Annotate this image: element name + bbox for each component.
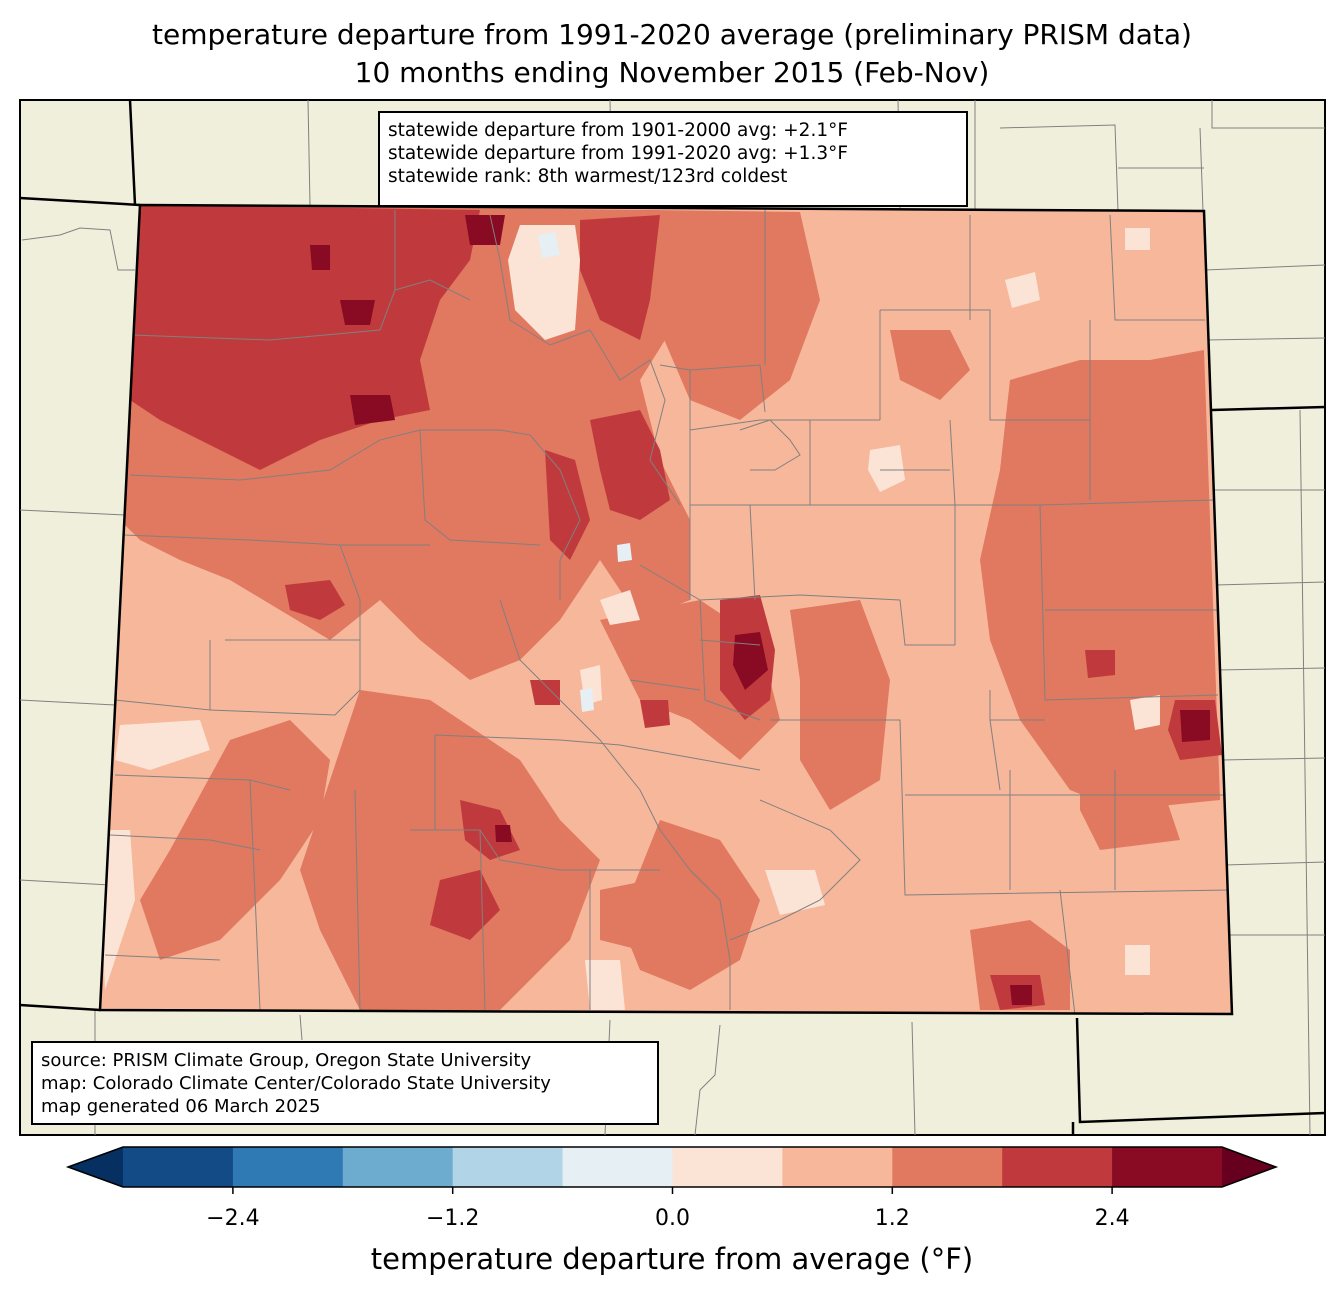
credits-map: map: Colorado Climate Center/Colorado St… bbox=[41, 1073, 551, 1094]
state-borders bbox=[19, 99, 1326, 1135]
colorbar-bin bbox=[1002, 1147, 1113, 1187]
colorbar-bin bbox=[782, 1147, 893, 1187]
credits-box: source: PRISM Climate Group, Oregon Stat… bbox=[31, 1041, 659, 1125]
colorbar-bin bbox=[1112, 1147, 1223, 1187]
colorbar-bin bbox=[123, 1147, 234, 1187]
credits-source: source: PRISM Climate Group, Oregon Stat… bbox=[41, 1050, 532, 1071]
colorbar-bin bbox=[562, 1147, 673, 1187]
stats-line-rank: statewide rank: 8th warmest/123rd coldes… bbox=[388, 166, 788, 187]
credits-generated: map generated 06 March 2025 bbox=[41, 1096, 321, 1117]
colorbar-bin bbox=[232, 1147, 344, 1187]
colorbar-bin bbox=[342, 1147, 454, 1187]
colorbar-tick-label: 2.4 bbox=[1094, 1206, 1130, 1231]
colorbar-tick-label: −2.4 bbox=[206, 1206, 260, 1231]
statewide-stats-box: statewide departure from 1901-2000 avg: … bbox=[378, 111, 968, 207]
map-title: temperature departure from 1991-2020 ave… bbox=[152, 18, 1192, 51]
colorbar-extend-low bbox=[68, 1147, 123, 1187]
colorbar-tick-label: 1.2 bbox=[874, 1206, 910, 1231]
colorbar-outline bbox=[65, 1146, 1279, 1188]
stats-line-1901-2000: statewide departure from 1901-2000 avg: … bbox=[388, 120, 848, 141]
map-subtitle: 10 months ending November 2015 (Feb-Nov) bbox=[354, 56, 990, 89]
colorbar-extend-high bbox=[1222, 1147, 1276, 1187]
colorado-border bbox=[98, 203, 1234, 1016]
colorbar-tick-label: 0.0 bbox=[655, 1206, 690, 1231]
temperature-field bbox=[100, 205, 1232, 1014]
colorbar-bin bbox=[452, 1147, 564, 1187]
colorbar-tick-label: −1.2 bbox=[425, 1206, 480, 1231]
colorbar-bin bbox=[892, 1147, 1003, 1187]
colorbar-bin bbox=[672, 1147, 783, 1187]
colorbar-label: temperature departure from average (°F) bbox=[370, 1242, 974, 1276]
county-boundaries bbox=[104, 210, 1231, 1014]
colorbar bbox=[65, 1146, 1279, 1194]
stats-line-1991-2020: statewide departure from 1991-2020 avg: … bbox=[388, 143, 848, 164]
